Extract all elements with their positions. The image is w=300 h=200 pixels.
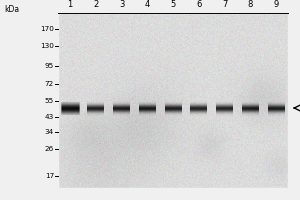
Text: 95: 95 bbox=[45, 63, 54, 69]
Text: 2: 2 bbox=[93, 0, 98, 9]
Text: 7: 7 bbox=[222, 0, 227, 9]
Text: 130: 130 bbox=[40, 43, 54, 49]
Text: kDa: kDa bbox=[4, 5, 19, 14]
Text: 55: 55 bbox=[45, 98, 54, 104]
Bar bbox=[288, 0, 300, 200]
Text: 3: 3 bbox=[119, 0, 124, 9]
Text: 72: 72 bbox=[45, 81, 54, 87]
Text: 170: 170 bbox=[40, 26, 54, 32]
Bar bbox=[0, 0, 58, 200]
Bar bbox=[0, 0, 300, 13]
Bar bbox=[0, 188, 300, 200]
Text: 17: 17 bbox=[45, 173, 54, 179]
Text: 6: 6 bbox=[196, 0, 201, 9]
Text: 8: 8 bbox=[248, 0, 253, 9]
Text: 4: 4 bbox=[145, 0, 150, 9]
Text: 34: 34 bbox=[45, 129, 54, 135]
Text: 43: 43 bbox=[45, 114, 54, 120]
Text: 1: 1 bbox=[68, 0, 73, 9]
Text: 26: 26 bbox=[45, 146, 54, 152]
Text: 9: 9 bbox=[273, 0, 279, 9]
Text: 5: 5 bbox=[170, 0, 175, 9]
